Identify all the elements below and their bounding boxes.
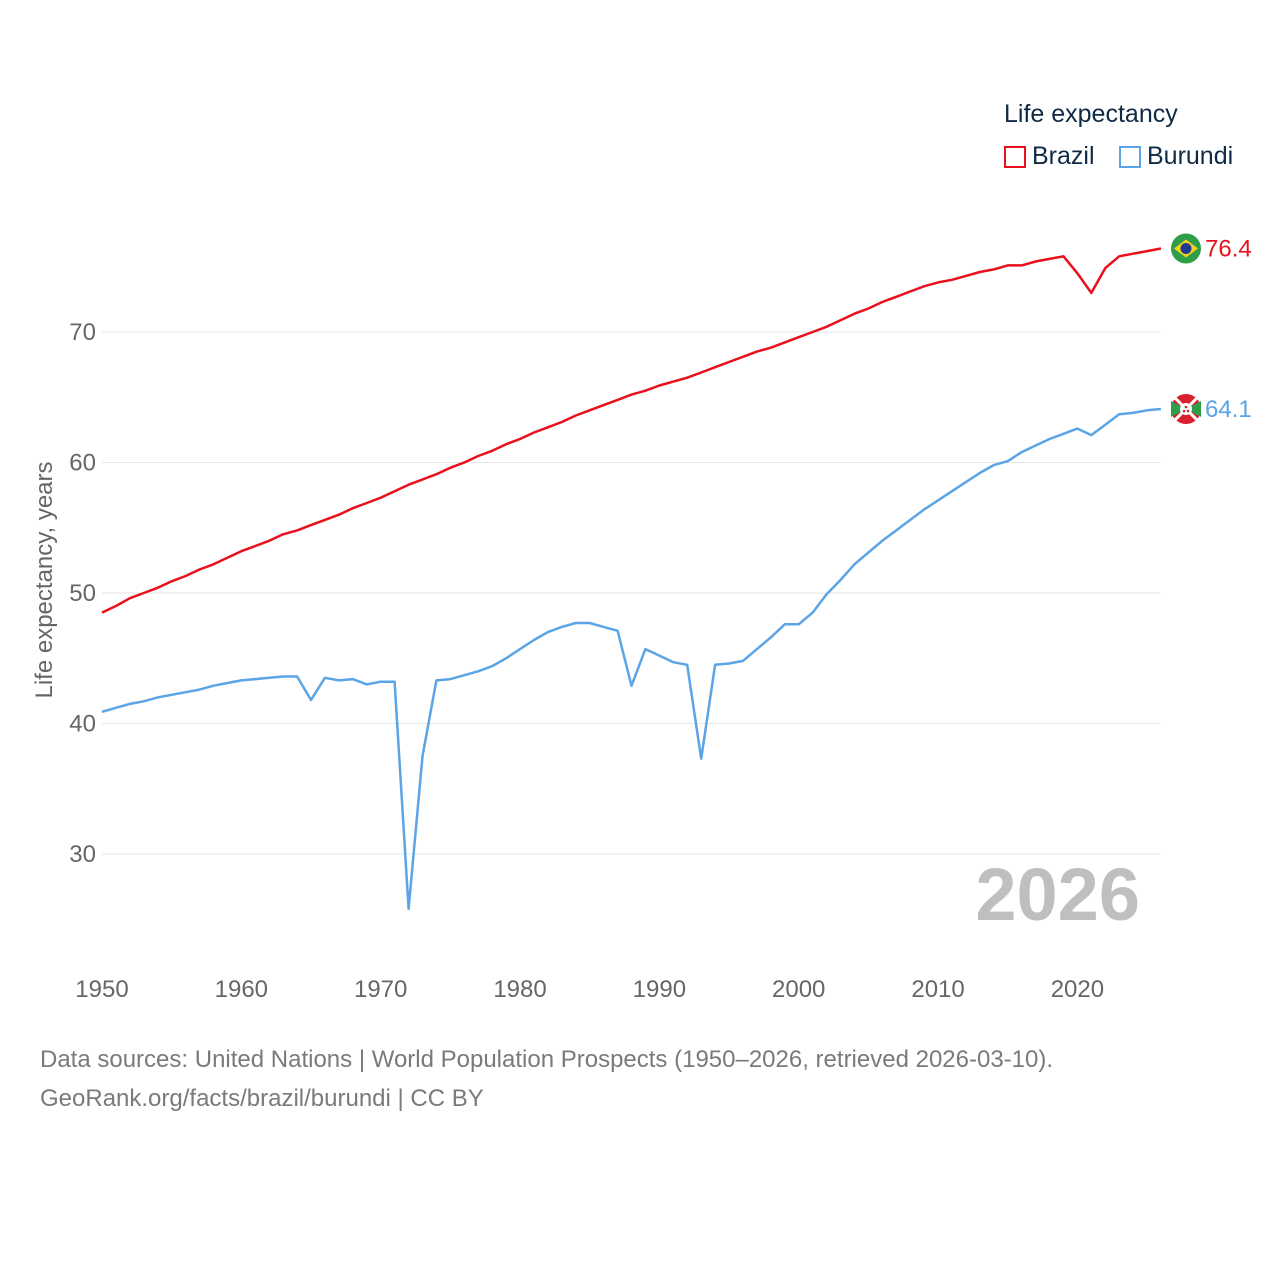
year-watermark: 2026 — [975, 853, 1140, 936]
burundi-flag-icon — [1171, 393, 1201, 424]
y-tick-label: 70 — [69, 319, 96, 346]
source-line: Data sources: United Nations | World Pop… — [40, 1046, 1054, 1073]
legend-item-brazil[interactable]: Brazil — [1004, 142, 1095, 171]
legend-label-brazil: Brazil — [1032, 142, 1095, 170]
brazil-flag-icon — [1171, 233, 1201, 264]
source-link-line[interactable]: GeoRank.org/facts/brazil/burundi | CC BY — [40, 1085, 484, 1112]
legend-item-burundi[interactable]: Burundi — [1119, 142, 1233, 171]
y-tick-label: 50 — [69, 580, 96, 607]
x-tick-label: 2000 — [772, 976, 825, 1003]
end-label-burundi: 64.1 — [1205, 396, 1252, 423]
series-end-labels: 76.4 64.1 — [1171, 233, 1252, 424]
end-label-brazil: 76.4 — [1205, 235, 1252, 262]
y-axis-label: Life expectancy, years — [31, 461, 58, 698]
x-tick-label: 1970 — [354, 976, 407, 1003]
legend-title: Life expectancy — [1004, 100, 1178, 128]
series-line-burundi — [101, 407, 1162, 911]
y-tick-label: 40 — [69, 711, 96, 738]
y-axis-ticks: 30 40 50 60 70 — [69, 319, 96, 868]
legend-swatch-brazil — [1004, 145, 1026, 168]
series-lines — [101, 247, 1162, 911]
x-tick-label: 1960 — [215, 976, 268, 1003]
x-tick-label: 2020 — [1051, 976, 1104, 1003]
x-tick-label: 2010 — [911, 976, 964, 1003]
y-tick-label: 60 — [69, 450, 96, 477]
x-axis-ticks: 1950 1960 1970 1980 1990 2000 2010 2020 — [75, 976, 1104, 1003]
x-tick-label: 1950 — [75, 976, 128, 1003]
series-line-brazil — [101, 247, 1162, 614]
grid-lines — [102, 331, 1161, 855]
x-tick-label: 1990 — [633, 976, 686, 1003]
legend-swatch-burundi — [1119, 145, 1141, 168]
y-tick-label: 30 — [69, 841, 96, 868]
legend-label-burundi: Burundi — [1147, 142, 1234, 170]
x-tick-label: 1980 — [493, 976, 546, 1003]
